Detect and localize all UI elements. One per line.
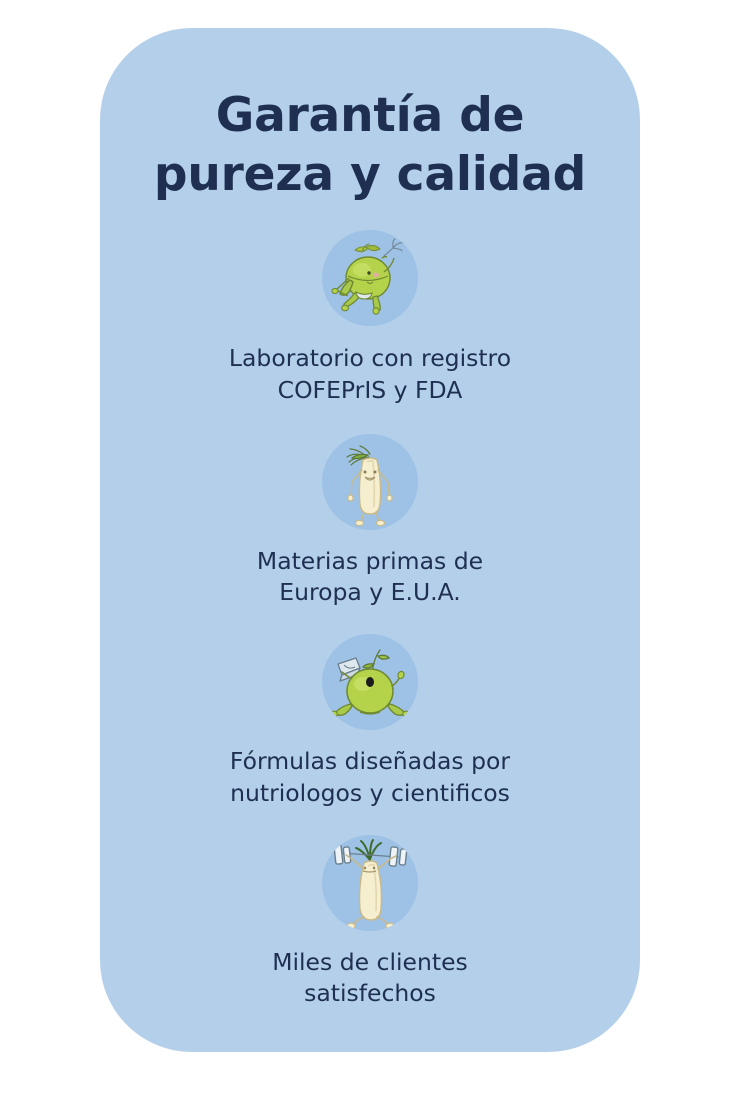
feature-caption: Laboratorio con registro COFEPrIS y FDA: [150, 343, 590, 406]
feature-caption-line-2: COFEPrIS y FDA: [277, 375, 463, 404]
guarantee-card: Garantía de pureza y calidad: [100, 28, 640, 1052]
feature-caption-line-1: Fórmulas diseñadas por: [229, 747, 511, 776]
page-title: Garantía de pureza y calidad: [135, 86, 605, 204]
feature-caption: Materias primas de Europa y E.U.A.: [150, 546, 590, 609]
feature-caption-line-2: Europa y E.U.A.: [279, 578, 461, 607]
pea-scientist-icon: [322, 230, 418, 327]
feature-list: Laboratorio con registro COFEPrIS y FDA: [100, 230, 640, 1009]
feature-item-formulas: Fórmulas diseñadas por nutriologos y cie…: [100, 634, 640, 809]
feature-caption-line-1: Miles de clientes: [272, 947, 468, 976]
feature-caption-line-1: Materias primas de: [256, 546, 484, 575]
feature-item-customers: Miles de clientes satisfechos: [100, 834, 640, 1010]
feature-caption-line-1: Laboratorio con registro: [228, 344, 512, 373]
leek-weightlifter-icon: [322, 834, 418, 931]
feature-caption: Fórmulas diseñadas por nutriologos y cie…: [150, 746, 590, 809]
pea-researcher-icon: [322, 634, 418, 731]
feature-item-raw-materials: Materias primas de Europa y E.U.A.: [100, 433, 640, 609]
page-title-line-1: Garantía de: [215, 88, 525, 143]
leek-standing-icon: [322, 433, 418, 530]
feature-item-laboratory: Laboratorio con registro COFEPrIS y FDA: [100, 230, 640, 406]
feature-caption-line-2: nutriologos y cientificos: [230, 778, 510, 807]
feature-caption: Miles de clientes satisfechos: [150, 947, 590, 1010]
page-title-line-2: pureza y calidad: [153, 147, 587, 203]
feature-caption-line-2: satisfechos: [304, 979, 436, 1008]
